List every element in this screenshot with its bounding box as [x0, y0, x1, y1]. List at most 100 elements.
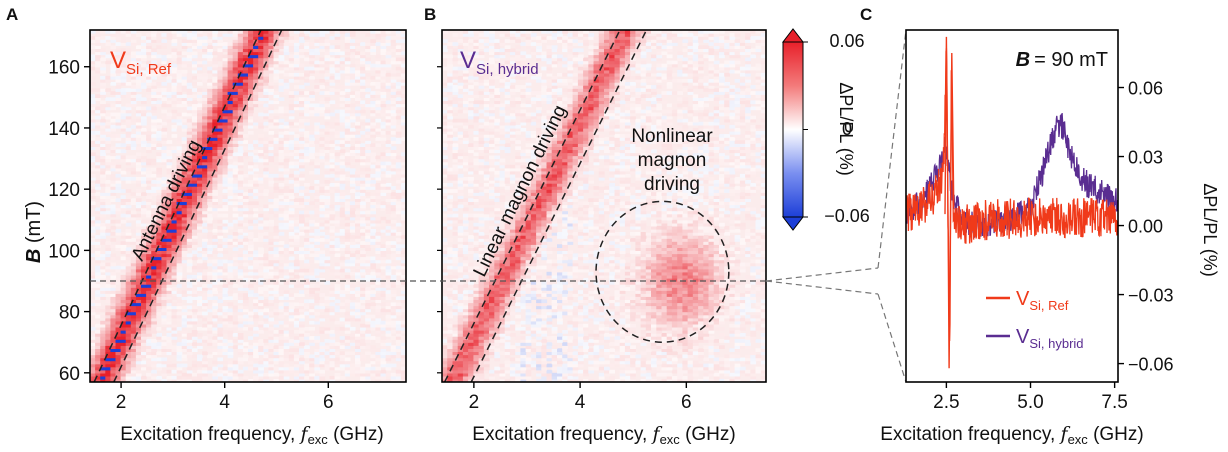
heatmap-cell — [212, 82, 218, 86]
heatmap-cell — [156, 170, 162, 175]
heatmap-cell — [146, 360, 152, 365]
heatmap-cell — [329, 158, 336, 163]
heatmap-cell — [253, 72, 259, 77]
heatmap-cell — [334, 320, 341, 325]
heatmap-cell — [278, 201, 285, 206]
heatmap-cell — [263, 348, 269, 352]
heatmap-cell — [202, 210, 208, 215]
heatmap-cell — [258, 238, 264, 242]
heatmap-cell — [334, 45, 341, 49]
heatmap-cell — [288, 232, 295, 236]
heatmap-cell — [105, 250, 111, 255]
heatmap-cell — [349, 109, 356, 114]
heatmap-cell — [166, 186, 173, 190]
heatmap-cell — [299, 112, 305, 117]
heatmap-cell — [135, 124, 142, 129]
heatmap-cell — [324, 219, 331, 224]
heatmap-cell — [268, 45, 275, 49]
heatmap-cell — [207, 140, 213, 144]
heatmap-cell — [125, 137, 132, 141]
heatmap-cell — [186, 372, 193, 377]
heatmap-cell — [242, 100, 249, 105]
heatmap-cell — [380, 155, 387, 160]
heatmap-cell — [324, 127, 331, 132]
heatmap-cell — [242, 210, 249, 215]
heatmap-cell — [146, 311, 152, 316]
heatmap-cell — [400, 299, 406, 304]
heatmap-cell — [283, 290, 290, 294]
heatmap-cell — [115, 204, 122, 209]
heatmap-cell — [242, 198, 249, 202]
heatmap-cell — [232, 173, 239, 178]
heatmap-cell — [141, 323, 147, 328]
heatmap-cell — [380, 146, 387, 150]
heatmap-cell — [191, 222, 198, 227]
heatmap-cell — [186, 207, 193, 212]
heatmap-cell — [365, 198, 371, 202]
heatmap-cell — [186, 85, 193, 89]
heatmap-cell — [197, 75, 203, 80]
heatmap-cell — [90, 357, 96, 362]
heatmap-cell — [105, 366, 111, 371]
heatmap-cell — [146, 262, 152, 267]
heatmap-cell — [202, 45, 208, 49]
heatmap-cell — [268, 118, 275, 123]
heatmap-cell — [197, 268, 203, 273]
heatmap-cell — [390, 198, 397, 202]
heatmap-cell — [141, 348, 147, 352]
heatmap-cell — [135, 225, 142, 230]
heatmap-cell — [329, 51, 336, 56]
heatmap-cell — [186, 127, 193, 132]
heatmap-cell — [207, 330, 213, 334]
heatmap-cell — [258, 164, 264, 169]
heatmap-cell — [186, 134, 193, 138]
heatmap-cell — [202, 115, 208, 120]
heatmap-cell — [181, 326, 188, 331]
heatmap-cell — [120, 375, 127, 380]
heatmap-cell — [370, 323, 376, 328]
heatmap-cell — [130, 287, 137, 291]
heatmap-cell — [166, 152, 173, 157]
heatmap-cell — [349, 149, 356, 154]
heatmap-cell — [110, 333, 117, 337]
heatmap-cell — [288, 195, 295, 199]
heatmap-cell — [375, 317, 382, 322]
heatmap-cell — [344, 360, 351, 365]
heatmap-cell — [207, 54, 213, 59]
heatmap-cell — [334, 72, 341, 77]
heatmap-cell — [156, 247, 162, 251]
heatmap-cell — [130, 311, 137, 316]
heatmap-cell — [191, 198, 198, 202]
heatmap-cell — [100, 152, 106, 157]
heatmap-cell — [242, 268, 249, 273]
heatmap-cell — [125, 342, 132, 346]
heatmap-cell — [181, 149, 188, 154]
heatmap-cell — [100, 192, 106, 196]
heatmap-cell — [288, 317, 295, 322]
heatmap-cell — [207, 308, 213, 313]
heatmap-cell — [375, 192, 382, 196]
heatmap-cell — [171, 302, 178, 307]
heatmap-cell — [156, 250, 162, 255]
heatmap-cell — [151, 91, 157, 95]
heatmap-cell — [141, 75, 147, 80]
heatmap-cell — [258, 268, 264, 273]
heatmap-cell — [100, 69, 106, 74]
heatmap-cell — [207, 146, 213, 150]
heatmap-cell — [161, 253, 168, 258]
heatmap-cell — [237, 161, 244, 166]
heatmap-cell — [309, 326, 315, 331]
heatmap-cell — [110, 155, 117, 160]
heatmap-cell — [237, 311, 244, 316]
heatmap-cell — [248, 91, 254, 95]
heatmap-cell — [283, 274, 290, 279]
heatmap-cell — [309, 131, 315, 135]
heatmap-cell — [319, 330, 326, 334]
heatmap-cell — [324, 323, 331, 328]
heatmap-cell — [212, 158, 218, 163]
heatmap-cell — [95, 51, 101, 56]
heatmap-cell — [334, 311, 341, 316]
heatmap-cell — [186, 339, 193, 343]
heatmap-cell — [191, 277, 198, 282]
heatmap-cell — [181, 45, 188, 49]
